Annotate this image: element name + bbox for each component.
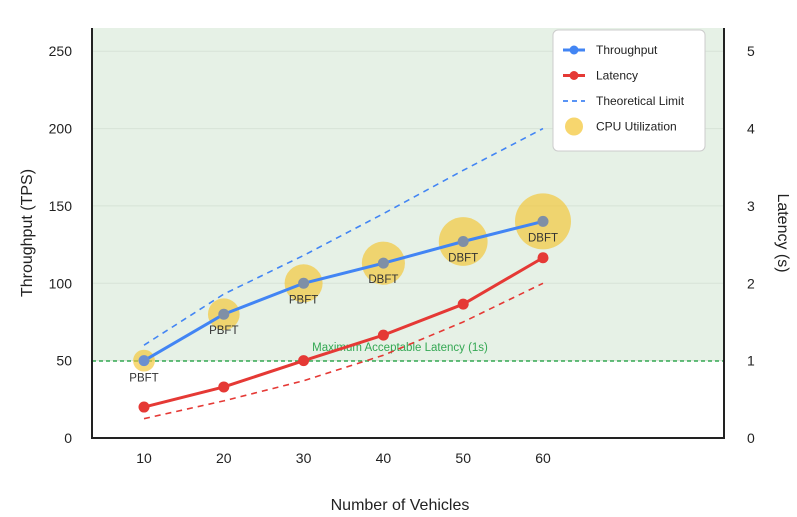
- left-tick-labels: 0 50 100 150 200 250: [49, 43, 73, 446]
- legend-swatch-bubble: [565, 117, 583, 136]
- right-tick-label: 1: [747, 353, 755, 369]
- consensus-label: DBFT: [368, 274, 398, 286]
- legend-label: Throughput: [596, 43, 658, 57]
- left-tick-label: 150: [49, 198, 73, 214]
- consensus-label: PBFT: [289, 294, 318, 306]
- left-tick-label: 200: [49, 121, 73, 137]
- right-tick-label: 4: [747, 121, 755, 137]
- marker-latency: [377, 329, 389, 341]
- x-tick-labels: 10 20 30 40 50 60: [136, 450, 551, 466]
- series-markers: [138, 215, 549, 413]
- marker-latency: [298, 355, 310, 367]
- series-line-throughput: [143, 219, 544, 362]
- series-line-latency: [143, 256, 544, 409]
- legend-swatch-marker: [569, 71, 579, 80]
- marker-throughput: [537, 215, 549, 227]
- consensus-label: PBFT: [209, 325, 238, 337]
- x-tick-label: 30: [296, 450, 312, 466]
- legend-label: Latency: [596, 69, 638, 83]
- left-tick-label: 100: [49, 275, 73, 291]
- x-tick-label: 20: [216, 450, 232, 466]
- marker-latency: [537, 252, 549, 264]
- consensus-label: DBFT: [528, 232, 558, 244]
- marker-throughput: [138, 355, 150, 367]
- marker-latency: [218, 381, 230, 393]
- right-tick-label: 0: [747, 430, 755, 446]
- marker-latency: [138, 401, 150, 413]
- legend-label: CPU Utilization: [596, 120, 677, 134]
- legend-box: [552, 29, 706, 152]
- right-tick-label: 5: [747, 43, 755, 59]
- series-lines: [143, 127, 544, 420]
- consensus-label: PBFT: [129, 373, 158, 385]
- y-axis-left-label: Throughput (TPS): [19, 169, 36, 297]
- x-tick-label: 60: [535, 450, 551, 466]
- x-tick-label: 40: [376, 450, 392, 466]
- right-tick-label: 2: [747, 275, 755, 291]
- series-line-theoretical-limit: [143, 127, 544, 346]
- right-tick-labels: 0 1 2 3 4 5: [747, 43, 755, 446]
- legend: Throughput Latency Theoretical Limit CPU Ut…: [552, 29, 706, 152]
- x-tick-label: 10: [136, 450, 152, 466]
- x-tick-label: 50: [455, 450, 471, 466]
- legend-swatch-marker: [569, 45, 579, 55]
- marker-throughput: [457, 236, 469, 248]
- consensus-labels: PBFT PBFT PBFT DBFT DBFT DBFT: [129, 232, 558, 384]
- y-axis-right-label: Latency (s): [774, 193, 791, 272]
- consensus-label: DBFT: [448, 253, 478, 265]
- left-tick-label: 50: [56, 353, 72, 369]
- legend-label: Theoretical Limit: [596, 94, 685, 108]
- left-tick-label: 250: [49, 43, 73, 59]
- right-tick-label: 3: [747, 198, 755, 214]
- marker-latency: [457, 298, 469, 310]
- marker-throughput: [377, 257, 389, 269]
- series-line-theoretical-limit-latency: [143, 282, 544, 420]
- marker-throughput: [218, 308, 230, 320]
- left-tick-label: 0: [64, 430, 72, 446]
- x-axis-label: Number of Vehicles: [331, 497, 470, 514]
- marker-throughput: [298, 277, 310, 289]
